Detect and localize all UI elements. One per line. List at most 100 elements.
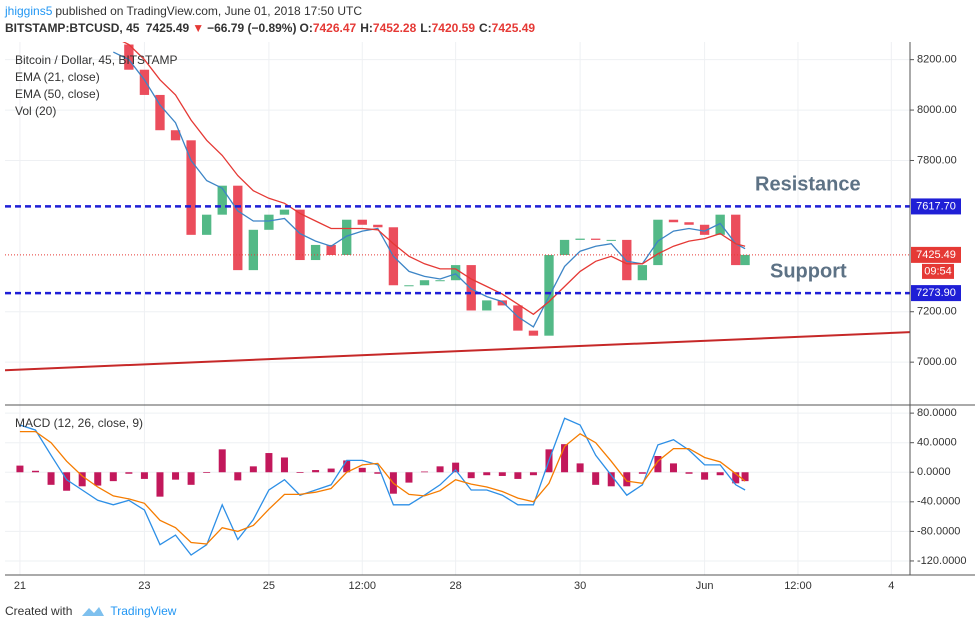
histogram-bar (343, 460, 351, 473)
histogram-bar (467, 472, 475, 479)
brand[interactable]: TradingView (110, 604, 177, 618)
candle-body (373, 224, 383, 228)
histogram-bar (16, 465, 24, 473)
created-with: Created with (5, 604, 73, 618)
macd-line (19, 430, 746, 545)
x-tick-label: 25 (263, 580, 275, 592)
candle-body (575, 238, 585, 240)
macd-line (19, 417, 746, 556)
y-tick-label: -40.0000 (917, 496, 960, 508)
y-tick-label: 40.0000 (917, 437, 957, 449)
countdown: 09:54 (924, 265, 952, 277)
last: 7425.49 (145, 21, 190, 35)
y-tick-label: -80.0000 (917, 525, 960, 537)
histogram-bar (405, 472, 413, 483)
x-tick-label: 30 (574, 580, 586, 592)
level-value: 7617.70 (916, 200, 956, 212)
candle-body (482, 300, 492, 311)
macd-pane (5, 405, 910, 575)
ohlc-label: L: (420, 21, 432, 35)
macd-title: MACD (12, 26, close, 9) (15, 416, 143, 430)
candle-body (357, 219, 367, 225)
ema-line (113, 51, 746, 328)
ohlc-value: 7426.47 (312, 21, 357, 35)
ohlc-value: 7420.59 (431, 21, 475, 35)
candle-body (637, 265, 648, 281)
histogram-bar (732, 472, 740, 484)
x-tick-label: 12:00 (349, 580, 377, 592)
histogram-bar (125, 472, 133, 474)
candle-body (279, 209, 290, 215)
y-tick-label: 7800.00 (917, 154, 957, 166)
change: −66.79 (−0.89%) (207, 21, 297, 35)
y-tick-label: 7200.00 (917, 306, 957, 318)
candle-body (684, 222, 694, 225)
y-tick-label: 8200.00 (917, 54, 957, 66)
legend-entry: EMA (21, close) (15, 70, 100, 84)
header-line: jhiggins5 published on TradingView.com, J… (5, 4, 365, 18)
ohlc-value: 7425.49 (491, 21, 536, 35)
candle-body (715, 214, 725, 235)
candle-body (233, 185, 243, 271)
candle-body (513, 305, 523, 331)
histogram-bar (156, 472, 164, 497)
ohlc-label: O: (299, 21, 313, 35)
candle-body (139, 69, 150, 95)
histogram-bar (218, 449, 226, 473)
histogram-bar (63, 472, 71, 491)
histogram-bar (576, 463, 584, 473)
histogram-bar (94, 472, 102, 486)
ema-line (122, 42, 746, 316)
histogram-bar (561, 444, 569, 473)
candle-body (606, 239, 616, 241)
level-tag (911, 285, 961, 302)
candle-body (404, 285, 414, 287)
histogram-bar (280, 457, 288, 473)
candle-body (450, 265, 461, 281)
candle-body (668, 219, 679, 223)
histogram-bar (436, 466, 444, 473)
x-tick-label: 21 (14, 580, 26, 592)
candle-body (326, 244, 336, 256)
ohlc-label: H: (360, 21, 373, 35)
candle-body (528, 330, 539, 336)
histogram-bar (265, 453, 273, 473)
y-tick-label: 80.0000 (917, 407, 957, 419)
chart: Bitcoin / Dollar, 45, BITSTAMP EMA (21, … (5, 42, 975, 592)
histogram-bar (203, 472, 211, 473)
candle-body (310, 244, 321, 261)
symbol: BITSTAMP:BTCUSD, 45 (5, 21, 140, 35)
countdown-tag (922, 263, 954, 279)
histogram-bar (514, 472, 522, 479)
legend-entry: Vol (20) (15, 104, 56, 118)
price-tag (911, 246, 961, 263)
ohlc-label: C: (479, 21, 492, 35)
down-arrow: ▼ (192, 21, 205, 35)
x-tick-label: 23 (138, 580, 150, 592)
histogram-bar (452, 462, 460, 473)
y-tick-label: 7000.00 (917, 356, 957, 368)
histogram-bar (249, 466, 257, 473)
histogram-bar (327, 468, 335, 473)
author[interactable]: jhiggins5 (5, 4, 53, 18)
histogram-bar (741, 472, 749, 482)
histogram-bar (172, 472, 180, 480)
histogram-bar (483, 472, 491, 476)
last-price: 7425.49 (916, 249, 956, 261)
ohlc-value: 7452.28 (372, 21, 417, 35)
candle-body (419, 280, 430, 286)
candle-body (497, 300, 507, 306)
histogram-bar (529, 472, 537, 476)
candle-body (264, 214, 274, 230)
histogram-bar (31, 470, 39, 473)
candle-body (699, 224, 710, 235)
histogram-bar (654, 456, 662, 473)
candle-body (622, 239, 632, 281)
ohlc: O:7426.47 H:7452.28 L:7420.59 C:7425.49 (299, 21, 539, 35)
histogram-bar (607, 472, 615, 487)
candle-body (201, 214, 212, 235)
x-tick-label: 4 (888, 580, 894, 592)
price-pane (5, 42, 910, 405)
candle-body (653, 219, 663, 266)
